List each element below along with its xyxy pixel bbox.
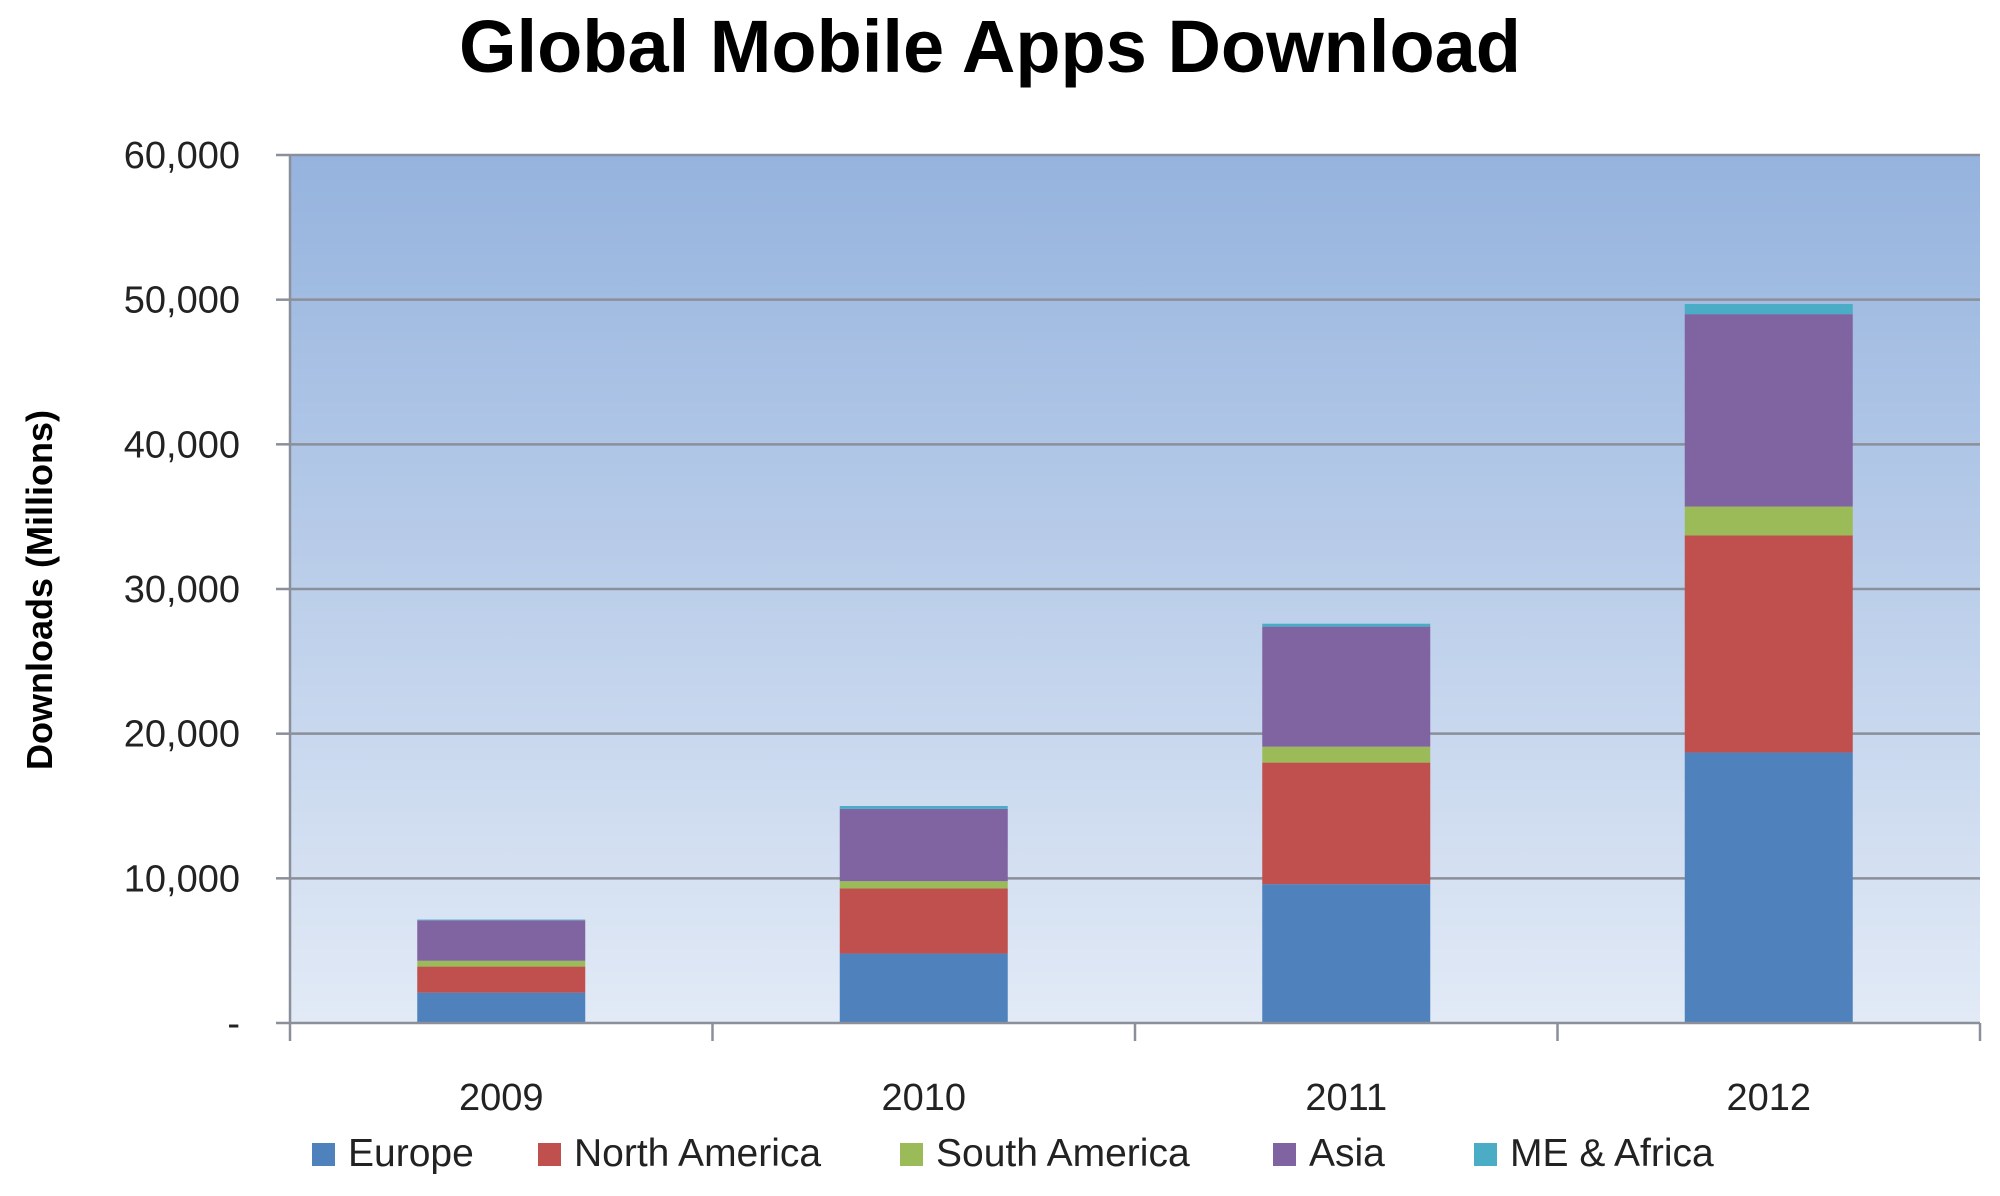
legend-label-europe: Europe [348,1132,474,1175]
y-tick-label-50000: 50,000 [124,280,240,322]
y-tick-label-0: - [227,1003,240,1045]
x-tick-label-2012: 2012 [1726,1077,1811,1119]
legend-item-north-america: North America [538,1132,821,1175]
bar-2009-europe [417,992,586,1023]
bar-2010-asia [839,808,1008,882]
bar-2011-south-america [1262,746,1431,763]
x-tick-label-2011: 2011 [1305,1077,1387,1119]
bar-2011-north-america [1262,762,1431,885]
x-tick-label-2010: 2010 [881,1077,966,1119]
gridlines [290,153,1980,880]
bar-2011-europe [1262,884,1431,1023]
x-tick-label-2009: 2009 [459,1077,544,1119]
legend-item-me-africa: ME & Africa [1474,1132,1714,1175]
legend-label-me-africa: ME & Africa [1510,1132,1714,1175]
legend-swatch-asia [1273,1143,1296,1166]
y-tick-label-30000: 30,000 [124,569,240,611]
y-tick-labels: - 10,000 20,000 30,000 40,000 50,000 60,000 [124,135,240,1045]
legend-label-south-america: South America [936,1132,1190,1175]
bar-2012-me-africa [1684,304,1853,315]
bar-2012-north-america [1684,535,1853,753]
chart-title: Global Mobile Apps Download [459,5,1521,88]
y-axis-label: Downloads (Millions) [19,410,60,770]
bar-2011-me-africa [1262,623,1431,627]
bar-2010-south-america [839,881,1008,889]
bar-2009-asia [417,920,586,961]
bar-2010-north-america [839,888,1008,954]
bar-2011-asia [1262,626,1431,747]
legend-swatch-europe [312,1143,335,1166]
legend-swatch-me-africa [1474,1143,1497,1166]
bar-2010-europe [839,953,1008,1023]
legend-label-asia: Asia [1309,1132,1385,1175]
y-tick-label-60000: 60,000 [124,135,240,177]
y-tick-label-20000: 20,000 [124,714,240,756]
legend: Europe North America South America Asia ME &… [312,1132,1714,1175]
bar-2012-south-america [1684,506,1853,536]
legend-label-north-america: North America [574,1132,821,1175]
bars [417,304,1853,1023]
bar-2009-south-america [417,960,586,967]
legend-item-europe: Europe [312,1132,474,1175]
x-tick-labels: 2009 2010 2011 2012 [459,1077,1811,1119]
bar-2012-asia [1684,314,1853,507]
bar-2010-me-africa [839,806,1008,809]
legend-item-south-america: South America [900,1132,1190,1175]
axes [276,153,1982,1041]
y-tick-label-40000: 40,000 [124,424,240,466]
bar-2009-me-africa [417,919,586,921]
bar-2012-europe [1684,752,1853,1023]
legend-swatch-south-america [900,1143,923,1166]
bar-2009-north-america [417,966,586,993]
legend-item-asia: Asia [1273,1132,1385,1175]
legend-swatch-north-america [538,1143,561,1166]
y-tick-label-10000: 10,000 [124,858,240,900]
